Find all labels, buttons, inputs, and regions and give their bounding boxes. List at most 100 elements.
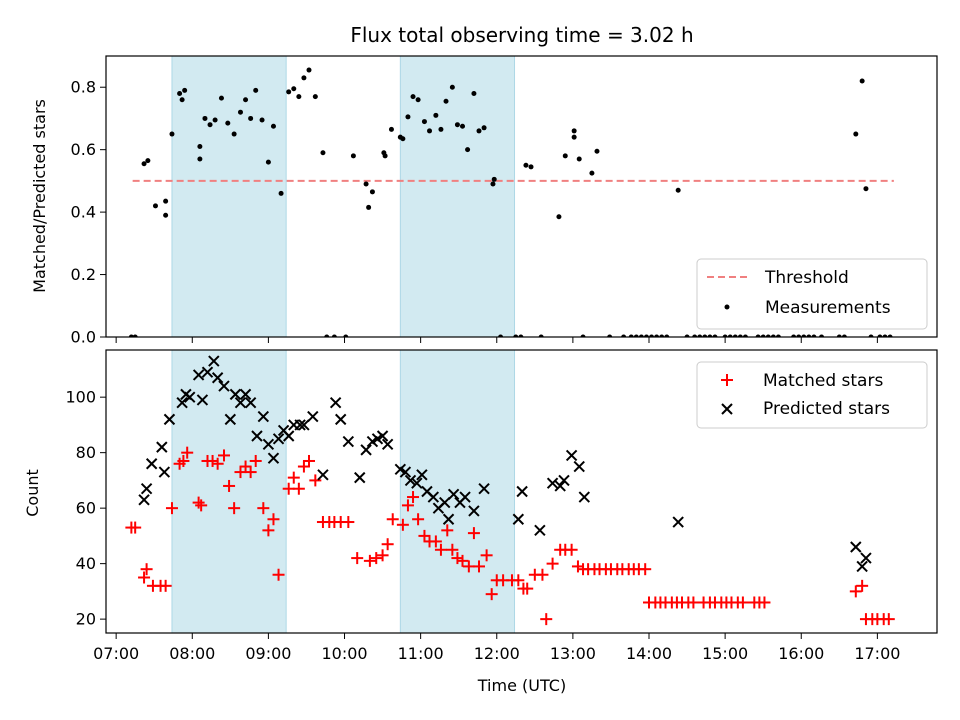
measurement-point [465,147,471,153]
matched-point [257,502,270,515]
x-tick-label: 16:00 [778,644,824,663]
measurement-point [853,131,859,137]
matched-point [239,460,252,473]
measurement-point [498,334,504,337]
predicted-point [860,552,872,564]
legend-matched-label: Matched stars [763,371,883,391]
matched-point [758,596,771,609]
predicted-point [239,388,252,401]
predicted-point [335,413,347,426]
measurement-point [491,176,497,182]
predicted-point [427,491,440,503]
predicted-point [211,372,224,384]
predicted-point [257,410,270,423]
measurement-point [654,334,660,337]
measurement-point [481,125,487,131]
matched-point [138,571,151,584]
measurement-point [760,334,766,337]
measurement-point [286,89,292,95]
matched-point [165,502,178,515]
x-axis-label: Time (UTC) [477,676,566,695]
matched-point [639,563,652,576]
predicted-point [573,460,585,473]
measurement-point [291,86,297,92]
measurement-point [649,334,655,337]
measurement-point [366,204,372,210]
legend-threshold-label: Threshold [764,268,849,288]
matched-point [287,471,300,484]
matched-point [140,563,153,576]
predicted-point [192,369,205,381]
matched-point [244,466,257,479]
top-y-tick-label: 0.4 [71,203,96,222]
measurement-point [675,187,681,193]
bottom-y-tick-label: 40 [76,554,96,573]
measurement-point [722,334,728,337]
measurement-point [145,158,151,164]
x-tick-label: 11:00 [398,644,444,663]
measurement-point [433,112,439,118]
matched-point [849,585,862,598]
measurement-point [202,115,208,121]
measurement-point [169,131,175,137]
measurement-point [141,161,147,167]
measurement-point [556,214,562,220]
measurement-point [836,334,842,337]
measurement-point [737,334,743,337]
predicted-point [850,541,862,553]
measurement-point [806,334,812,337]
predicted-point [224,413,237,426]
measurement-point [259,117,265,123]
matched-point [302,454,315,467]
bottom-y-tick-label: 80 [76,443,96,462]
matched-point [512,574,525,587]
measurement-point [702,334,708,337]
measurement-point [270,123,276,129]
matched-point [181,446,194,459]
predicted-point [244,397,257,409]
measurement-point [296,94,302,100]
predicted-point [298,419,310,431]
x-tick-label: 09:00 [245,644,291,663]
matched-point [159,579,172,592]
top-shaded-interval-1 [171,55,287,338]
measurement-point [742,334,748,337]
matched-point [462,560,475,573]
measurement-point [350,153,356,159]
measurement-point [243,97,249,103]
chart-title: Flux total observing time = 3.02 h [350,23,693,47]
matched-point [429,535,442,548]
matched-point [351,552,364,565]
measurement-point [877,334,883,337]
predicted-point [447,488,460,500]
matched-point [565,543,578,556]
matched-point [249,454,262,467]
predicted-point [360,444,372,456]
top-y-axis-label: Matched/Predicted stars [30,99,49,293]
measurement-point [427,128,433,134]
measurement-point [278,190,284,196]
predicted-point [282,430,295,442]
bottom-y-tick-label: 60 [76,499,96,518]
measurement-point [841,334,847,337]
measurement-point [177,90,183,96]
matched-point [456,554,469,567]
measurement-point [343,334,349,337]
matched-point [129,521,142,534]
matched-point [195,499,208,512]
measurement-point [152,203,158,209]
matched-point [536,568,549,581]
measurement-point [659,334,665,337]
matched-point [381,538,394,551]
legend-measurements-label: Measurements [765,298,891,318]
measurement-point [633,334,639,337]
x-tick-label: 07:00 [93,644,139,663]
measurement-point [197,144,203,150]
measurement-point [476,128,482,134]
measurement-point [580,334,586,337]
measurement-point [863,186,869,192]
measurement-point [449,84,455,90]
measurement-point [218,95,224,101]
x-tick-label: 13:00 [550,644,596,663]
measurement-point [248,115,254,121]
